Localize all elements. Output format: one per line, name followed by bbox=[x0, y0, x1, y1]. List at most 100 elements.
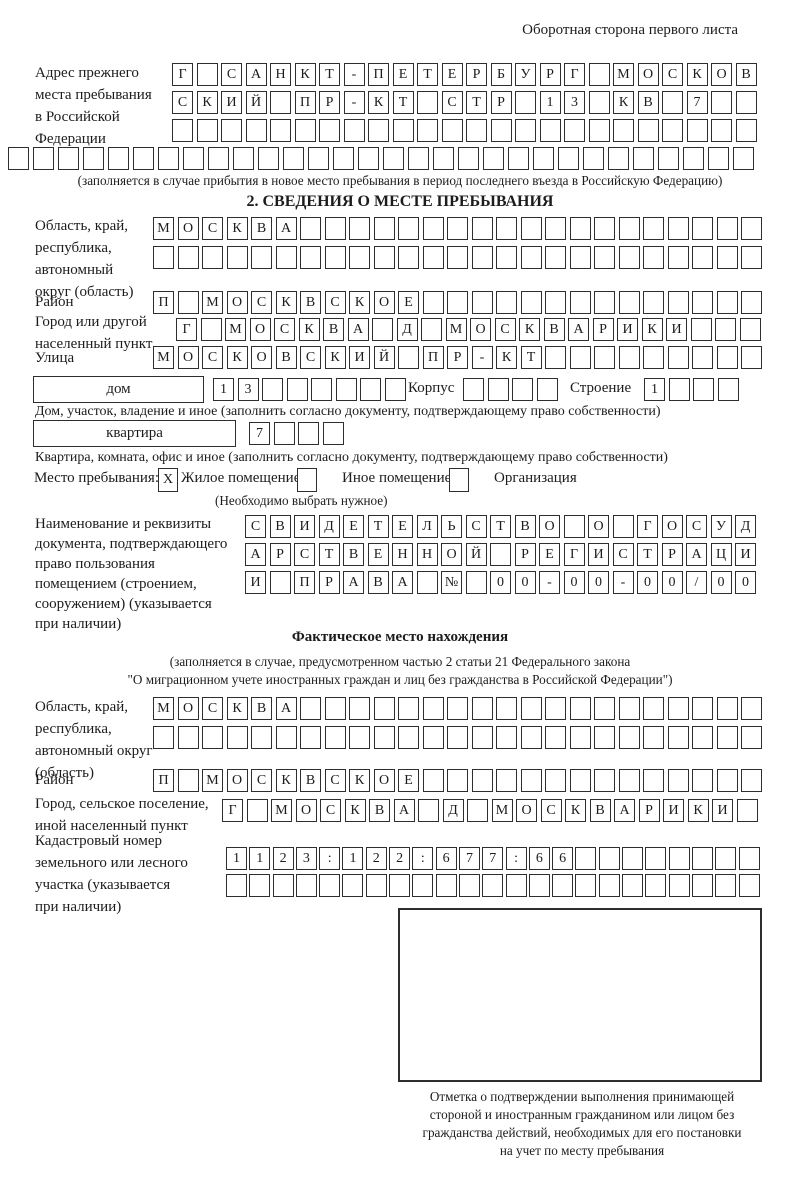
char-cell: Г bbox=[176, 318, 197, 341]
char-cell bbox=[738, 847, 760, 870]
char-cell: А bbox=[392, 571, 413, 594]
char-cell: С bbox=[540, 799, 562, 822]
char-cell: : bbox=[412, 847, 434, 870]
char-cell: С bbox=[686, 515, 707, 538]
char-cell bbox=[226, 246, 248, 269]
char-cell: К bbox=[294, 63, 316, 86]
char-cell: - bbox=[612, 571, 634, 594]
char-cell: А bbox=[614, 799, 635, 822]
char-cell: Т bbox=[318, 543, 340, 566]
char-cell: 6 bbox=[552, 847, 574, 870]
char-cell bbox=[496, 769, 517, 792]
char-cell bbox=[545, 697, 566, 720]
char-cell bbox=[258, 147, 279, 170]
char-cell: М bbox=[153, 346, 174, 369]
char-cell bbox=[360, 378, 381, 401]
char-cell bbox=[668, 378, 690, 401]
char-cell bbox=[447, 291, 468, 314]
char-cell bbox=[520, 726, 542, 749]
char-cell: А bbox=[686, 543, 707, 566]
char-cell bbox=[558, 147, 579, 170]
char-cell bbox=[319, 874, 341, 897]
apartment-type-box: квартира bbox=[33, 420, 236, 447]
char-cell bbox=[458, 874, 480, 897]
char-cell bbox=[692, 697, 713, 720]
char-cell: Т bbox=[367, 515, 389, 538]
char-cell: В bbox=[369, 799, 390, 822]
char-cell bbox=[398, 726, 419, 749]
char-cell bbox=[711, 119, 732, 142]
char-cell bbox=[275, 246, 297, 269]
char-cell: Б bbox=[490, 63, 512, 86]
char-cell: К bbox=[226, 346, 248, 369]
char-cell bbox=[533, 147, 554, 170]
char-cell bbox=[520, 217, 542, 240]
char-cell bbox=[716, 291, 738, 314]
char-cell bbox=[717, 378, 739, 401]
char-cell bbox=[496, 697, 517, 720]
checkbox-residential: X bbox=[158, 468, 178, 492]
char-cell: К bbox=[613, 91, 634, 114]
char-cell: 0 bbox=[710, 571, 732, 594]
char-cell: О bbox=[177, 346, 199, 369]
char-cell: Р bbox=[319, 91, 340, 114]
char-cell: 3 bbox=[295, 847, 317, 870]
char-cell bbox=[658, 147, 679, 170]
char-cell: 7 bbox=[686, 91, 708, 114]
char-cell bbox=[741, 246, 762, 269]
char-cell bbox=[545, 246, 566, 269]
char-cell bbox=[471, 217, 493, 240]
char-cell bbox=[608, 147, 629, 170]
char-cell: - bbox=[539, 571, 560, 594]
char-cell: Р bbox=[318, 571, 340, 594]
char-cell: С bbox=[612, 543, 634, 566]
option-other-premises-label: Иное помещение bbox=[342, 470, 452, 486]
house-note: Дом, участок, владение и иное (заполнить… bbox=[35, 404, 661, 419]
char-cell: Р bbox=[592, 318, 614, 341]
char-cell bbox=[633, 147, 654, 170]
char-cell bbox=[333, 147, 354, 170]
char-cell: С bbox=[202, 697, 223, 720]
apartment-note: Квартира, комната, офис и иное (заполнит… bbox=[35, 450, 668, 465]
char-cell bbox=[594, 217, 615, 240]
char-cell bbox=[662, 119, 683, 142]
char-cell: О bbox=[637, 63, 659, 86]
char-cell bbox=[716, 697, 738, 720]
char-cell bbox=[482, 874, 504, 897]
char-cell bbox=[83, 147, 104, 170]
char-cell bbox=[467, 799, 488, 822]
char-cell: Н bbox=[416, 543, 438, 566]
char-cell bbox=[667, 346, 689, 369]
char-cell bbox=[594, 697, 615, 720]
char-cell bbox=[249, 874, 271, 897]
char-cell: С bbox=[172, 91, 193, 114]
char-cell: Г bbox=[222, 799, 243, 822]
char-cell bbox=[343, 119, 365, 142]
page-header-note: Оборотная сторона первого листа bbox=[522, 22, 738, 38]
char-cell bbox=[512, 378, 533, 401]
char-cell: В bbox=[637, 91, 659, 114]
char-cell: К bbox=[641, 318, 663, 341]
char-cell: С bbox=[221, 63, 242, 86]
char-cell bbox=[618, 697, 640, 720]
char-cell bbox=[735, 119, 757, 142]
char-cell: С bbox=[202, 217, 223, 240]
char-cell bbox=[515, 91, 536, 114]
char-cell bbox=[422, 291, 444, 314]
char-cell bbox=[545, 291, 566, 314]
char-cell bbox=[575, 874, 597, 897]
char-cell bbox=[588, 91, 610, 114]
char-cell bbox=[612, 515, 634, 538]
cadastral-row-2 bbox=[226, 874, 760, 897]
char-cell bbox=[715, 318, 736, 341]
char-cell: В bbox=[735, 63, 757, 86]
char-cell bbox=[373, 726, 395, 749]
char-cell bbox=[594, 246, 615, 269]
stay-type-label: Место пребывания: bbox=[34, 470, 159, 486]
char-cell: 6 bbox=[435, 847, 457, 870]
char-cell: С bbox=[324, 291, 346, 314]
char-cell bbox=[251, 726, 272, 749]
